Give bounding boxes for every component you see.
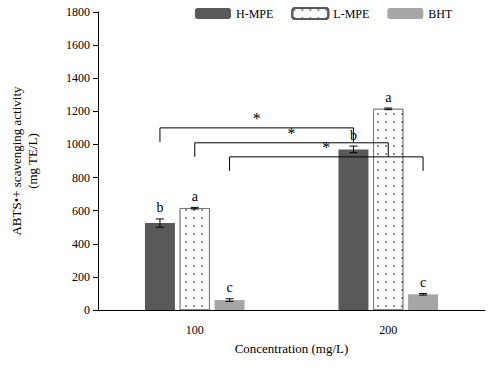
svg-text:1400: 1400 bbox=[66, 71, 90, 85]
svg-text:*: * bbox=[288, 125, 296, 142]
svg-text:200: 200 bbox=[379, 323, 397, 337]
svg-text:b: b bbox=[350, 127, 357, 143]
svg-text:Concentration (mg/L): Concentration (mg/L) bbox=[235, 341, 349, 356]
svg-text:200: 200 bbox=[72, 270, 90, 284]
svg-text:600: 600 bbox=[72, 204, 90, 218]
svg-text:1800: 1800 bbox=[66, 5, 90, 19]
svg-text:ABTS•+ scavenging activity: ABTS•+ scavenging activity bbox=[9, 86, 24, 236]
svg-text:b: b bbox=[156, 200, 163, 215]
svg-text:400: 400 bbox=[72, 237, 90, 251]
svg-text:1200: 1200 bbox=[66, 104, 90, 118]
svg-text:BHT: BHT bbox=[428, 7, 453, 21]
svg-text:c: c bbox=[420, 275, 426, 290]
svg-text:0: 0 bbox=[84, 303, 90, 317]
svg-text:*: * bbox=[322, 139, 330, 156]
svg-text:a: a bbox=[192, 189, 199, 204]
svg-text:1000: 1000 bbox=[66, 137, 90, 151]
svg-text:c: c bbox=[226, 280, 232, 295]
svg-text:*: * bbox=[253, 110, 261, 127]
svg-text:H-MPE: H-MPE bbox=[236, 7, 273, 21]
svg-text:100: 100 bbox=[186, 323, 204, 337]
svg-text:1600: 1600 bbox=[66, 38, 90, 52]
svg-text:L-MPE: L-MPE bbox=[333, 7, 369, 21]
svg-text:800: 800 bbox=[72, 171, 90, 185]
svg-text:a: a bbox=[385, 90, 392, 105]
svg-text:(mg TE/L): (mg TE/L) bbox=[25, 133, 40, 189]
